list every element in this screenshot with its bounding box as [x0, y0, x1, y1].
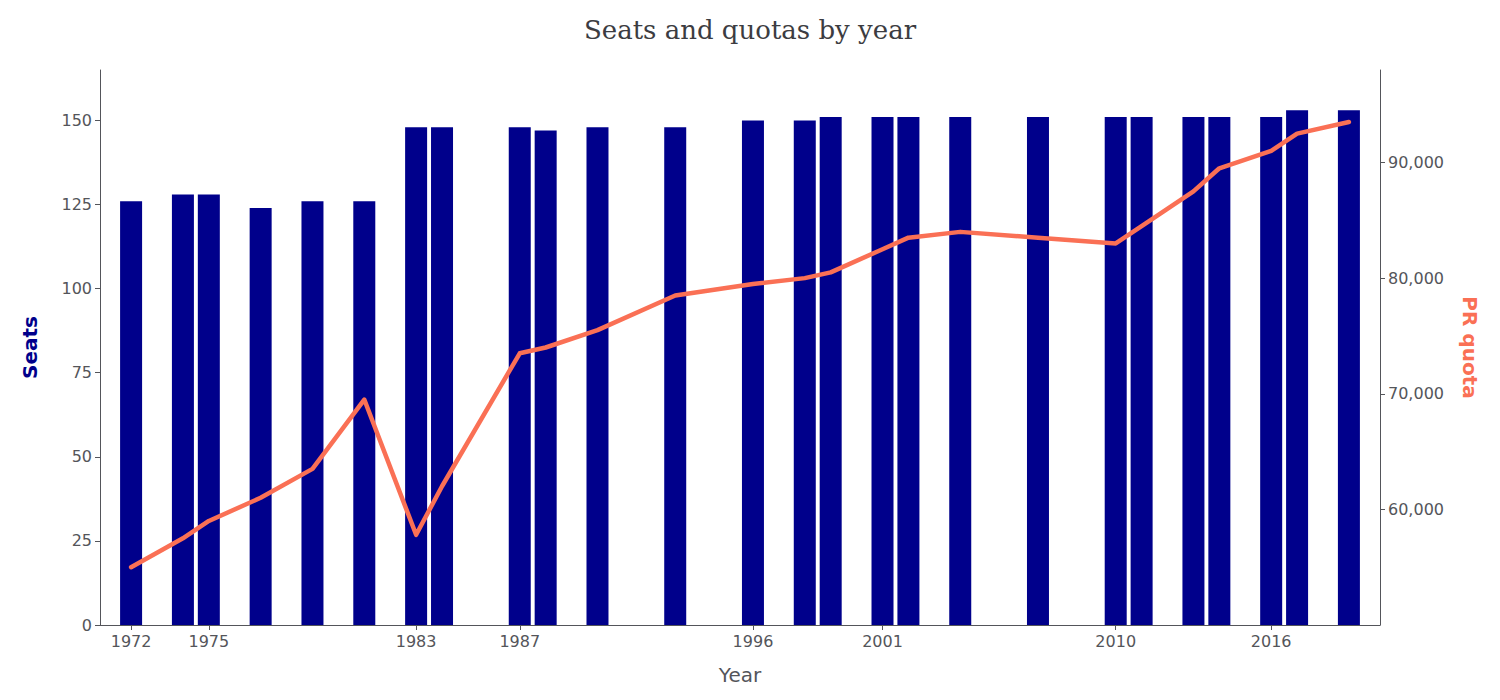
- svg-text:PR quota: PR quota: [1458, 296, 1482, 398]
- svg-text:60,000: 60,000: [1388, 500, 1444, 519]
- svg-text:0: 0: [82, 616, 92, 635]
- svg-text:125: 125: [61, 195, 92, 214]
- svg-text:Year: Year: [718, 663, 762, 687]
- svg-text:80,000: 80,000: [1388, 269, 1444, 288]
- svg-text:100: 100: [61, 279, 92, 298]
- svg-text:150: 150: [61, 111, 92, 130]
- svg-text:75: 75: [72, 363, 92, 382]
- svg-text:Seats: Seats: [18, 316, 42, 379]
- svg-text:2016: 2016: [1251, 632, 1292, 651]
- svg-text:Seats and quotas by year: Seats and quotas by year: [584, 15, 917, 45]
- svg-text:1987: 1987: [499, 632, 540, 651]
- svg-text:1972: 1972: [111, 632, 152, 651]
- svg-text:90,000: 90,000: [1388, 153, 1444, 172]
- svg-text:25: 25: [72, 531, 92, 550]
- svg-text:1996: 1996: [733, 632, 774, 651]
- svg-text:1983: 1983: [396, 632, 437, 651]
- svg-text:1975: 1975: [188, 632, 229, 651]
- svg-text:70,000: 70,000: [1388, 384, 1444, 403]
- svg-text:2010: 2010: [1095, 632, 1136, 651]
- svg-text:2001: 2001: [862, 632, 903, 651]
- svg-text:50: 50: [72, 447, 92, 466]
